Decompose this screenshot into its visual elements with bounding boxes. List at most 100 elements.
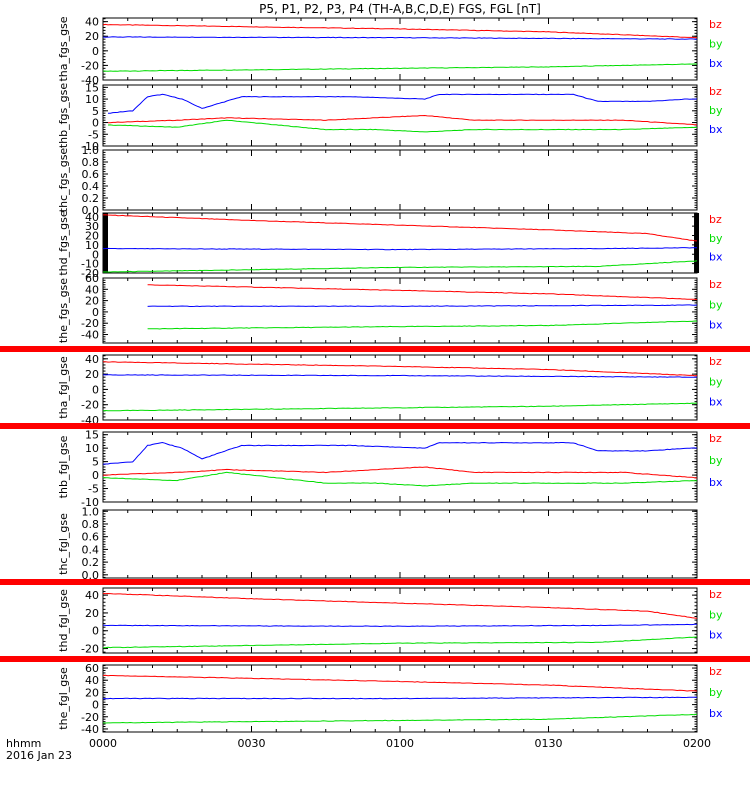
y-tick-label: 0.6 bbox=[82, 531, 100, 544]
y-tick-label: 0 bbox=[92, 45, 99, 58]
series-by bbox=[102, 471, 698, 487]
y-tick-label: 40 bbox=[85, 353, 99, 366]
y-tick-label: 0.8 bbox=[82, 518, 100, 531]
y-tick-label: -20 bbox=[81, 317, 99, 330]
legend-bz: bz bbox=[709, 355, 722, 368]
panel-thd_fgl_gse: -20 0 20 40 thd_fgl_gse bz by bx bbox=[0, 579, 750, 656]
y-tick-label: -20 bbox=[81, 267, 99, 280]
y-axis-label: thb_fgs_gse bbox=[57, 83, 70, 149]
y-tick-label: -10 bbox=[81, 258, 99, 271]
panel-frame bbox=[102, 277, 698, 344]
series-by bbox=[102, 713, 698, 724]
y-tick-label: -20 bbox=[81, 711, 99, 724]
y-tick-label: 0.0 bbox=[82, 204, 100, 217]
x-tick-label: 0030 bbox=[238, 737, 266, 750]
y-tick-label: 0.0 bbox=[82, 569, 100, 582]
legend-bz: bz bbox=[709, 665, 722, 678]
panel-thc_fgs_gse: 0.00.20.40.60.81.0 thc_fgs_gse bbox=[57, 144, 698, 217]
series-by bbox=[107, 119, 698, 133]
y-axis-label: tha_fgs_gse bbox=[57, 16, 70, 81]
series-bz bbox=[102, 214, 698, 242]
series-bz bbox=[108, 114, 698, 126]
y-tick-label: 1.0 bbox=[82, 505, 100, 518]
series-bx bbox=[102, 36, 698, 40]
y-tick-label: 0 bbox=[92, 383, 99, 396]
y-tick-label: 60 bbox=[85, 272, 99, 285]
x-tick-label: 0200 bbox=[683, 737, 711, 750]
series-by bbox=[102, 402, 698, 412]
y-tick-label: -5 bbox=[88, 483, 99, 496]
legend-by: by bbox=[709, 298, 723, 311]
chart-title: P5, P1, P2, P3, P4 (TH-A,B,C,D,E) FGS, F… bbox=[259, 2, 541, 16]
y-axis-label: the_fgl_gse bbox=[57, 667, 70, 730]
data-gap bbox=[103, 213, 108, 273]
legend-bx: bx bbox=[709, 123, 723, 136]
y-tick-label: -10 bbox=[81, 140, 99, 153]
y-tick-label: 0 bbox=[92, 469, 99, 482]
legend-bx: bx bbox=[709, 396, 723, 409]
time-axis-label-date: 2016 Jan 23 bbox=[6, 749, 72, 762]
legend-bz: bz bbox=[709, 85, 722, 98]
y-tick-label: 0.6 bbox=[82, 168, 100, 181]
y-tick-label: 15 bbox=[85, 429, 99, 442]
y-tick-label: 40 bbox=[85, 674, 99, 687]
series-bz bbox=[102, 361, 698, 377]
y-axis-label: thb_fgl_gse bbox=[57, 435, 70, 498]
series-bz bbox=[102, 23, 697, 39]
y-tick-label: -5 bbox=[88, 128, 99, 141]
y-axis-label: thd_fgl_gse bbox=[57, 589, 70, 652]
series-bz bbox=[102, 592, 698, 619]
y-tick-label: 0 bbox=[92, 625, 99, 638]
x-tick-label: 0100 bbox=[386, 737, 414, 750]
panel-thc_fgl_gse: 0.00.20.40.60.81.0 thc_fgl_gse bbox=[57, 505, 698, 582]
legend-by: by bbox=[709, 375, 723, 388]
x-tick-label: 0130 bbox=[535, 737, 563, 750]
legend-by: by bbox=[709, 232, 723, 245]
panel-frame bbox=[102, 212, 698, 274]
y-tick-label: 0 bbox=[92, 248, 99, 261]
y-axis-label: thc_fgs_gse bbox=[57, 148, 70, 213]
y-tick-label: 0.2 bbox=[82, 192, 100, 205]
series-bz bbox=[102, 674, 698, 692]
legend-bx: bx bbox=[709, 629, 723, 642]
series-bx bbox=[147, 304, 698, 308]
y-tick-label: -40 bbox=[81, 74, 99, 87]
y-tick-label: -40 bbox=[81, 329, 99, 342]
legend-bz: bz bbox=[709, 18, 722, 31]
y-tick-label: 0 bbox=[92, 306, 99, 319]
y-axis-label: the_fgs_gse bbox=[57, 278, 70, 343]
legend-bx: bx bbox=[709, 251, 723, 264]
series-by bbox=[102, 260, 698, 273]
fill-bar bbox=[0, 579, 750, 585]
y-tick-label: -40 bbox=[81, 723, 99, 736]
y-tick-label: 5 bbox=[92, 105, 99, 118]
y-tick-label: 60 bbox=[85, 662, 99, 675]
y-tick-label: 20 bbox=[85, 30, 99, 43]
y-tick-label: 20 bbox=[85, 295, 99, 308]
legend-bx: bx bbox=[709, 476, 723, 489]
y-tick-label: 15 bbox=[85, 81, 99, 94]
series-bx bbox=[102, 696, 697, 700]
y-tick-label: 20 bbox=[85, 607, 99, 620]
y-tick-label: 0.4 bbox=[82, 180, 100, 193]
series-by bbox=[102, 63, 698, 72]
series-by bbox=[147, 320, 698, 330]
y-tick-label: -20 bbox=[81, 643, 99, 656]
legend-by: by bbox=[709, 686, 723, 699]
series-bx bbox=[102, 441, 698, 465]
legend-by: by bbox=[709, 104, 723, 117]
panel-frame bbox=[102, 84, 698, 147]
y-tick-label: 5 bbox=[92, 456, 99, 469]
series-bx bbox=[102, 247, 698, 251]
panel-frame bbox=[102, 509, 698, 579]
y-tick-label: -20 bbox=[81, 399, 99, 412]
y-axis-label: tha_fgl_gse bbox=[57, 356, 70, 419]
series-by bbox=[102, 636, 698, 649]
y-tick-label: 0.8 bbox=[82, 156, 100, 169]
